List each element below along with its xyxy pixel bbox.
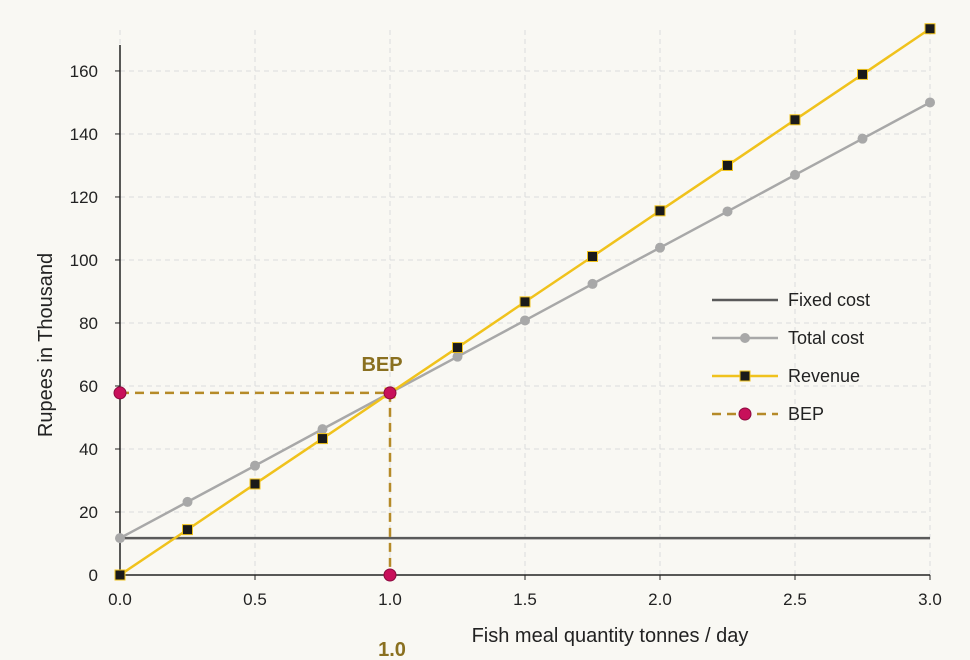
x-tick-label: 1.0: [378, 590, 402, 609]
bep-point: [738, 407, 752, 421]
x-axis-title: Fish meal quantity tonnes / day: [472, 625, 749, 647]
x-tick-label: 1.5: [513, 590, 537, 609]
revenue-point: [722, 159, 733, 171]
total-cost-point: [317, 424, 328, 435]
y-tick-label: 60: [79, 377, 98, 396]
revenue-point: [182, 524, 193, 536]
y-tick-label: 120: [70, 188, 98, 207]
legend-label: Fixed cost: [788, 290, 870, 310]
y-tick-label: 100: [70, 251, 98, 270]
legend-label: Revenue: [788, 366, 860, 386]
legend-item-revenue: Revenue: [712, 366, 860, 386]
x-tick-label: 3.0: [918, 590, 942, 609]
revenue-point: [452, 342, 463, 354]
legend: Fixed cost Total cost Revenue BEP: [712, 290, 870, 424]
revenue-point: [739, 370, 751, 382]
y-tick-label: 80: [79, 314, 98, 333]
series-total-cost: [115, 97, 935, 544]
series-layer: [113, 23, 936, 582]
total-cost-point: [182, 496, 193, 507]
total-cost-point: [925, 97, 935, 108]
y-axis-title: Rupees in Thousand: [35, 253, 57, 437]
total-cost-point: [587, 278, 598, 289]
revenue-point: [249, 478, 261, 490]
x-tick-label: 0.5: [243, 590, 267, 609]
bep-point: [383, 386, 397, 400]
legend-label: BEP: [788, 404, 824, 424]
y-tick-label: 20: [79, 503, 98, 522]
y-tick-label: 0: [89, 566, 98, 585]
legend-item-total-cost: Total cost: [712, 328, 864, 348]
total-cost-point: [857, 133, 868, 144]
y-tick-label: 160: [70, 62, 98, 81]
revenue-point: [114, 569, 126, 581]
series-bep: [113, 386, 397, 582]
revenue-point: [789, 114, 801, 126]
bep-annotation-label: BEP: [361, 354, 402, 376]
revenue-point: [857, 68, 868, 80]
bep-x-value-label: 1.0: [378, 639, 406, 660]
total-cost-point: [722, 206, 733, 217]
total-cost-point: [520, 315, 530, 326]
x-tick-label: 2.0: [648, 590, 672, 609]
x-tick-label: 0.0: [108, 590, 132, 609]
total-cost-point: [655, 242, 665, 253]
bep-point: [113, 386, 127, 400]
revenue-point: [654, 205, 666, 217]
revenue-point: [924, 23, 936, 35]
y-tick-label: 140: [70, 125, 98, 144]
y-tick-label: 40: [79, 440, 98, 459]
legend-label: Total cost: [788, 328, 864, 348]
tick-labels: 0.0 0.5 1.0 1.5 2.0 2.5 3.0 0 20 40 60 80 100 120 140 1…: [70, 62, 942, 609]
annotations: BEP 1.0: [361, 354, 405, 660]
bep-point: [383, 568, 397, 582]
total-cost-point: [452, 351, 463, 362]
total-cost-point: [115, 533, 125, 544]
x-tick-label: 2.5: [783, 590, 807, 609]
series-revenue: [114, 23, 936, 581]
legend-item-fixed-cost: Fixed cost: [712, 290, 870, 310]
revenue-point: [587, 251, 598, 263]
total-cost-point: [740, 333, 750, 343]
total-cost-point: [790, 169, 800, 180]
total-cost-point: [250, 460, 260, 471]
legend-item-bep: BEP: [712, 404, 824, 424]
revenue-point: [519, 296, 531, 308]
revenue-point: [317, 433, 328, 445]
